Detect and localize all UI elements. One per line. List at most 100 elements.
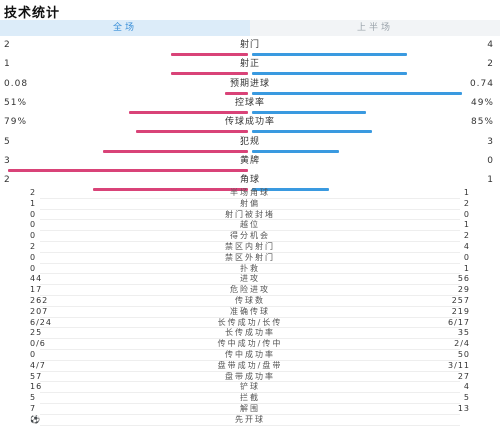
home-value: 57 [30,371,43,381]
detail-stat-row: 7 解围 13 [0,404,500,415]
home-bar [8,168,248,172]
away-value: 219 [451,306,470,316]
detail-stat-row: 0 传中成功率 50 [0,350,500,361]
detail-stat-row: 2 半场角球 1 [0,188,500,199]
stat-label: 传球数 [235,295,265,305]
detail-stat-row: 0 射门被封堵 0 [0,210,500,221]
stat-label: 射门 [239,40,260,50]
stat-label: 传球成功率 [224,117,275,128]
away-value: 50 [457,349,470,359]
stat-label: 扑救 [240,263,260,273]
home-value: 79% [4,117,28,128]
away-value: 2 [463,231,470,241]
away-value: 257 [451,295,470,305]
home-bar [171,53,248,56]
stat-label: 黄牌 [239,155,260,166]
home-value: 0 [30,231,37,241]
stat-label: 越位 [240,220,260,230]
away-value: 29 [457,285,470,295]
row-divider [40,219,460,221]
row-divider [40,381,460,383]
row-divider [40,230,460,232]
period-tabs: 全场 上半场 [0,20,500,36]
away-value: 0 [487,155,494,166]
home-value: 2 [30,241,37,251]
home-value: 262 [30,295,49,305]
home-value: 3 [4,155,11,166]
away-bar [252,149,339,153]
stat-label: 预期进球 [229,78,270,89]
home-bar [171,72,248,76]
stat-label: 射偏 [240,198,260,208]
stat-label: 传中成功率 [225,349,275,359]
home-value: 2 [4,40,11,50]
away-bar [252,130,372,134]
home-value: 207 [30,306,49,316]
detail-stat-row: ⚽ 先开球 [0,415,500,426]
away-value: 4 [487,40,494,50]
stat-label: 铲球 [240,382,260,392]
away-value: 4 [463,382,470,392]
detail-stat-row: 207 准确传球 219 [0,307,500,318]
main-stat-row: 79% 传球成功率 85% [0,115,500,139]
away-value: 2 [463,198,470,208]
row-divider [40,338,460,340]
home-value: 44 [30,274,43,284]
away-value: 1 [487,175,494,186]
row-divider [40,413,460,415]
main-stat-row: 51% 控球率 49% [0,96,500,120]
home-value: 0 [30,252,37,262]
detail-stat-row: 16 铲球 4 [0,382,500,394]
tab-full-match[interactable]: 全场 [0,20,250,36]
home-bar [93,188,248,192]
home-bar [225,91,248,95]
tab-first-half[interactable]: 上半场 [250,20,500,36]
detail-stat-row: 0 越位 1 [0,220,500,232]
home-value: 5 [30,393,37,403]
row-divider [40,251,460,253]
main-stat-row: 2 射门 4 [0,38,500,62]
home-value: 25 [30,328,43,338]
stat-label: 盘带成功率 [225,371,275,381]
row-divider [40,316,460,318]
away-bar [252,91,462,95]
home-bar [136,130,248,134]
detail-stat-row: 25 长传成功率 35 [0,328,500,340]
away-value: 4 [463,241,470,251]
main-stat-row: 2 角球 1 [0,173,500,197]
home-value: 0 [30,349,37,359]
home-value: 51% [4,97,28,108]
stat-label: 危险进攻 [230,285,270,295]
detail-stat-row: 1 射偏 2 [0,199,500,210]
detail-stat-row: 5 拦截 5 [0,393,500,404]
away-value: 6/17 [448,317,470,327]
detail-stat-row: 44 进攻 56 [0,274,500,286]
row-divider [40,392,460,394]
detail-stat-row: 2 禁区内射门 4 [0,242,500,253]
row-divider [40,284,460,286]
detail-stat-row: 17 危险进攻 29 [0,285,500,296]
away-value: 3/11 [448,360,470,370]
stat-label: 禁区内射门 [225,241,275,251]
home-value: 0 [30,220,37,230]
row-divider [40,208,460,210]
home-value: 5 [4,136,11,147]
row-divider [40,305,460,307]
stat-label: 进攻 [240,274,260,284]
stat-label: 禁区外射门 [225,252,275,262]
kickoff-ball-icon: ⚽ [30,414,41,424]
stat-label: 犯规 [239,136,260,147]
detail-stat-row: 0/6 传中成功/传中 2/4 [0,339,500,350]
away-value: 56 [457,274,470,284]
home-value: 0 [30,209,37,219]
detail-stat-row: 0 得分机会 2 [0,231,500,242]
home-value: 1 [30,198,37,208]
main-stat-row: 0.08 预期进球 0.74 [0,77,500,101]
row-divider [40,370,460,372]
main-stat-row: 5 犯规 3 [0,135,500,159]
detail-stat-row: 0 扑救 1 [0,264,500,275]
stat-label: 拦截 [240,393,260,403]
detail-stat-row: 57 盘带成功率 27 [0,372,500,383]
away-value: 13 [457,403,470,413]
away-value: 3 [487,136,494,147]
